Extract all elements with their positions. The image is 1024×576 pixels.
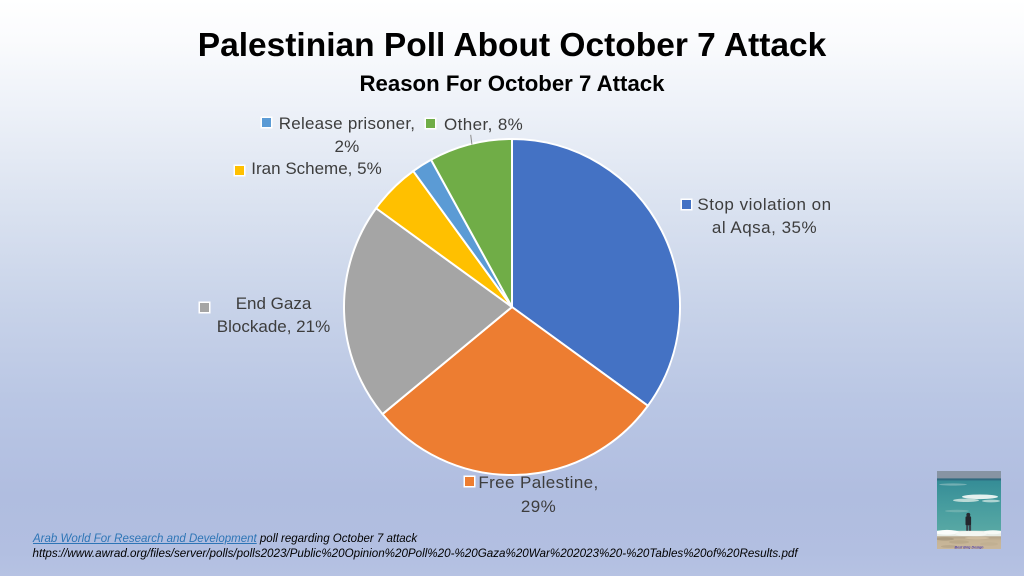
svg-text:Best Brig Design: Best Brig Design <box>955 545 985 548</box>
